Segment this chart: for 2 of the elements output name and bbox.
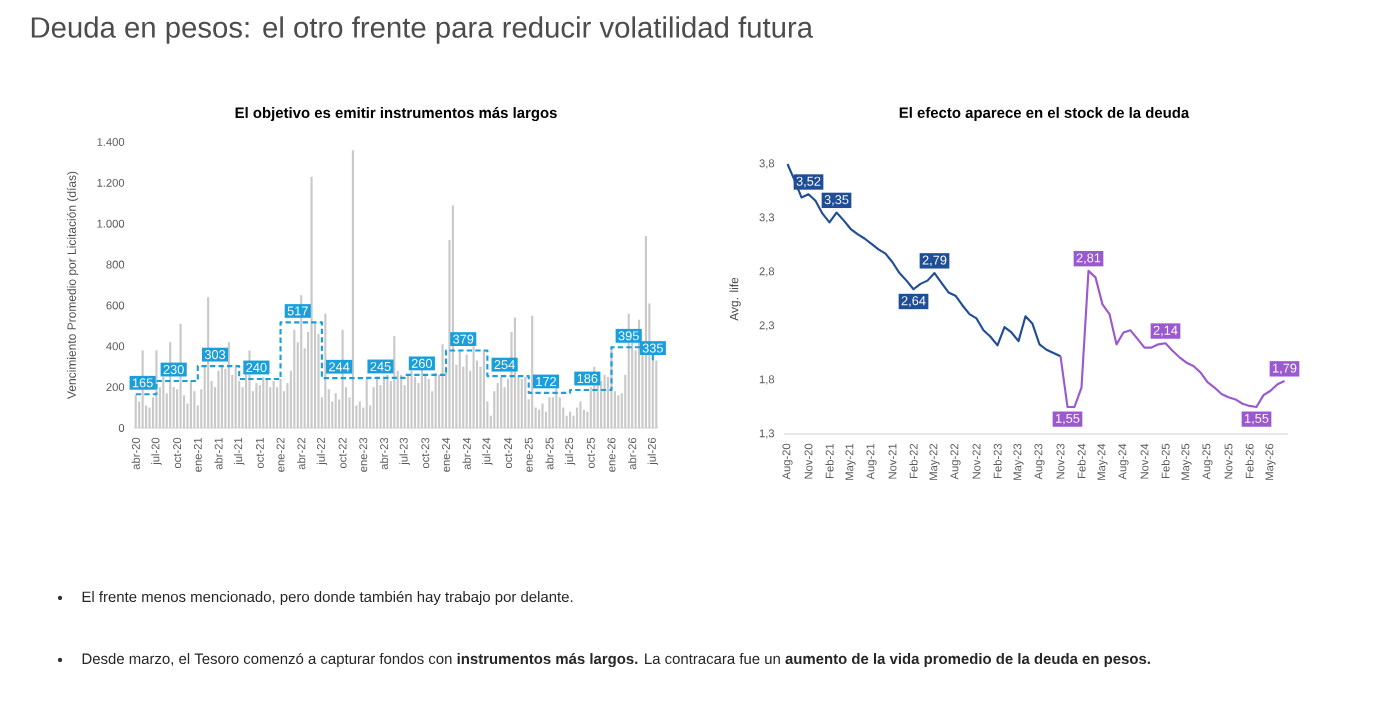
line-series (786, 162, 1062, 358)
text: Deuda en pesos: el otro frente para reducir volatilidad futura (31, 16, 814, 44)
